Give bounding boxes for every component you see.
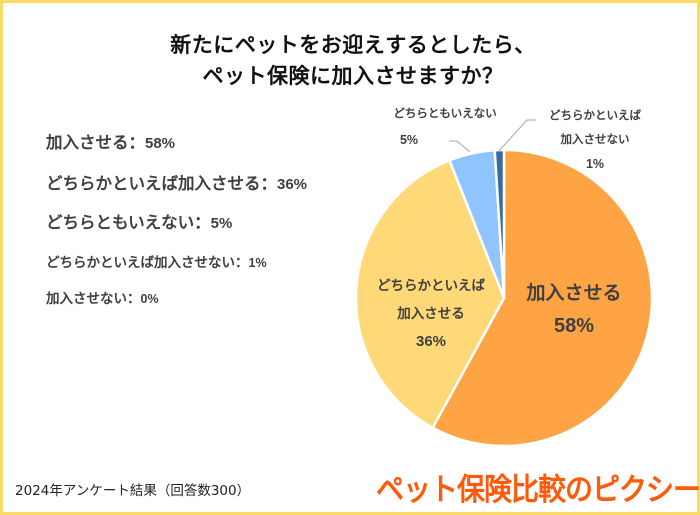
legend-value: 1% <box>248 256 267 270</box>
leader-line-5pct <box>449 140 471 153</box>
slice-label-text: 加入させない <box>560 134 630 146</box>
slice-label-value: 36% <box>415 333 447 350</box>
slice-label-value: 58% <box>553 315 595 337</box>
chart-title-line-2: ペット保険に加入させますか？ <box>202 64 504 88</box>
slice-label-somewhat-join: どちらかといえば 加入させる 36% <box>356 272 506 356</box>
slice-label-text: どちらかといえば <box>549 110 641 122</box>
pie-slice-0 <box>431 148 654 448</box>
survey-note: 2024年アンケート結果（回答数300） <box>15 483 251 499</box>
legend-label: どちらともいえない： <box>46 213 211 232</box>
legend-label: どちらかといえば加入させる： <box>46 174 277 193</box>
legend-item: 加入させる：58% <box>46 129 175 153</box>
pie-slices <box>354 148 654 448</box>
legend-value: 5% <box>210 215 233 232</box>
legend-value: 36% <box>277 176 308 193</box>
slice-label-join: 加入させる 58% <box>510 278 638 342</box>
legend-item: どちらかといえば加入させない：1% <box>46 251 267 271</box>
legend-item: 加入させない：0% <box>46 287 159 307</box>
legend-label: 加入させる： <box>46 133 145 152</box>
slice-label-text: 加入させる <box>526 283 622 304</box>
legend-label: 加入させない： <box>46 291 141 307</box>
brand-logo: ペット保険比較のピクシー <box>376 471 700 508</box>
chart-title-line-1: 新たにペットをお迎えするとしたら、 <box>170 33 536 57</box>
legend-label: どちらかといえば加入させない： <box>46 255 249 271</box>
legend-value: 0% <box>140 292 159 306</box>
legend-value: 58% <box>145 135 176 152</box>
slice-label-text: どちらともいえない <box>393 108 497 120</box>
slice-label-value: 1% <box>585 157 605 171</box>
slice-label-somewhat-not-join: どちらかといえば 加入させない 1% <box>536 104 654 176</box>
pie-slice-1 <box>354 159 506 429</box>
leader-line-1pct <box>498 119 536 152</box>
slice-label-text: どちらかといえば <box>377 278 485 293</box>
slice-label-value: 5% <box>399 133 419 147</box>
slice-label-neutral: どちらともいえない 5% <box>375 101 515 153</box>
slice-label-text: 加入させる <box>397 306 465 321</box>
legend-item: どちらかといえば加入させる：36% <box>46 170 307 194</box>
legend-item: どちらともいえない：5% <box>46 209 232 233</box>
